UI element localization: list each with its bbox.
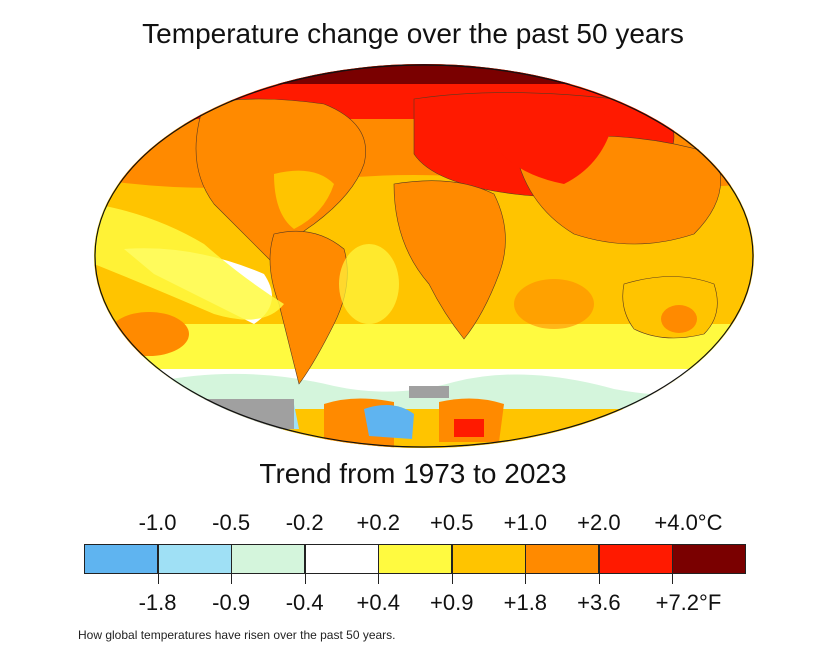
pacific-light-yellow [94,204,284,320]
color-bar [84,544,746,574]
color-swatch [158,545,232,573]
fahrenheit-tick-label: +1.8 [503,590,548,615]
color-swatch [525,545,600,573]
missing-data-area [174,399,294,429]
antarctica-region [94,409,754,448]
south-america-landmass [269,230,348,385]
north-america-yellow [274,170,334,229]
celsius-tick-label: +2.0 [577,510,621,535]
missing-data-spots [409,386,449,398]
color-swatch [305,545,379,573]
africa-landmass [393,180,506,340]
asia-red-core [494,101,614,184]
celsius-tick-label: -0.2 [285,510,324,535]
fahrenheit-tick-label: -0.4 [285,590,324,615]
celsius-tick-label: +1.0 [503,510,548,535]
south-pacific-warm [109,312,189,356]
fahrenheit-tick-label: +0.4 [356,590,400,615]
color-scale-legend: -1.0 -0.5 -0.2 +0.2 +0.5 +1.0 +2.0 +4.0°C -1.8 -… [84,510,748,620]
color-swatch [378,545,453,573]
indian-ocean-warm [514,279,594,329]
celsius-tick-label: +0.2 [356,510,400,535]
trend-period: Trend from 1973 to 2023 [259,458,567,489]
legend-tick-line [231,544,233,584]
antarctica-red-spot [454,419,484,437]
legend-tick-line [157,544,159,584]
legend-tick-line [525,544,527,584]
fahrenheit-tick-label: -1.8 [138,590,177,615]
fahrenheit-tick-label: +3.6 [577,590,621,615]
antarctica-cold-patch-2 [364,405,414,439]
image-caption: How global temperatures have risen over … [78,628,396,642]
celsius-tick-label: +4.0°C [654,510,723,535]
celsius-tick-label: +0.5 [430,510,474,535]
color-swatch [452,545,526,573]
color-swatch [85,545,159,573]
celsius-tick-label: -1.0 [138,510,177,535]
legend-tick-line [304,544,306,584]
legend-tick-line [672,544,674,584]
legend-tick-line [598,544,600,584]
fahrenheit-tick-label: +0.9 [430,590,474,615]
temperature-anomaly-map [94,64,754,448]
legend-tick-line [378,544,380,584]
map-outline [94,64,754,448]
map-title: Temperature change over the past 50 year… [142,18,684,49]
color-swatch [231,545,306,573]
australia-hot-spot [661,305,697,333]
atlantic-yellow [339,244,399,324]
color-swatch [672,545,745,573]
fahrenheit-tick-label: -0.9 [212,590,251,615]
legend-tick-line [451,544,453,584]
celsius-tick-label: -0.5 [212,510,251,535]
fahrenheit-tick-label: +7.2°F [655,590,722,615]
color-swatch [599,545,673,573]
